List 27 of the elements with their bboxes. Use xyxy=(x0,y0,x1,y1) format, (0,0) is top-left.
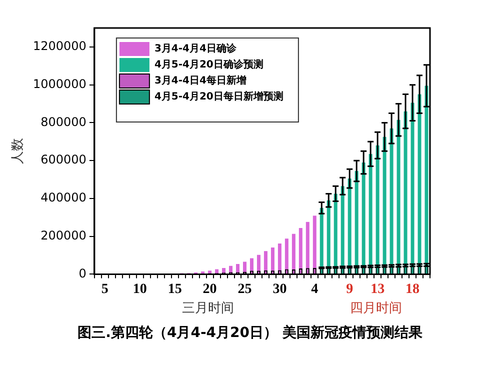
legend-label: 4月5-4月20日确诊预测 xyxy=(154,58,264,71)
y-axis-title: 人数 xyxy=(10,138,26,164)
x-tick-label: 20 xyxy=(202,282,217,298)
x-tick-label: 30 xyxy=(272,282,287,298)
x-tick-label: 13 xyxy=(370,282,385,298)
y-tick-label: 1200000 xyxy=(32,39,86,54)
y-tick-label: 600000 xyxy=(40,152,86,167)
text: 图三.第四轮（4月4-4月20日） 美国新冠疫情预测结果 xyxy=(78,324,424,341)
y-tick-label: 800000 xyxy=(40,114,86,129)
bar xyxy=(236,264,240,274)
y-tick-label: 400000 xyxy=(40,190,86,205)
y-tick-label: 0 xyxy=(78,266,86,280)
text: 四月时间 xyxy=(350,301,402,316)
x-tick-label: 25 xyxy=(238,282,252,298)
x-tick-label: 5 xyxy=(101,282,108,298)
legend-label: 4月5-4月20日每日新增预测 xyxy=(154,90,284,103)
x-axis-title: 三月时间 xyxy=(182,301,234,316)
x-tick-label: 15 xyxy=(168,282,182,298)
bar xyxy=(208,270,212,274)
legend-label: 3月4-4日4每日新增 xyxy=(154,74,246,87)
legend-label: 3月4-4月4日确诊 xyxy=(154,42,238,55)
x-tick-label: 10 xyxy=(132,282,147,298)
x-tick-label: 9 xyxy=(346,282,354,298)
x-tick-label: 18 xyxy=(406,282,420,298)
y-tick-label: 200000 xyxy=(40,228,86,242)
y-tick-label: 1000000 xyxy=(32,76,86,91)
x-tick-label: 4 xyxy=(311,282,318,298)
